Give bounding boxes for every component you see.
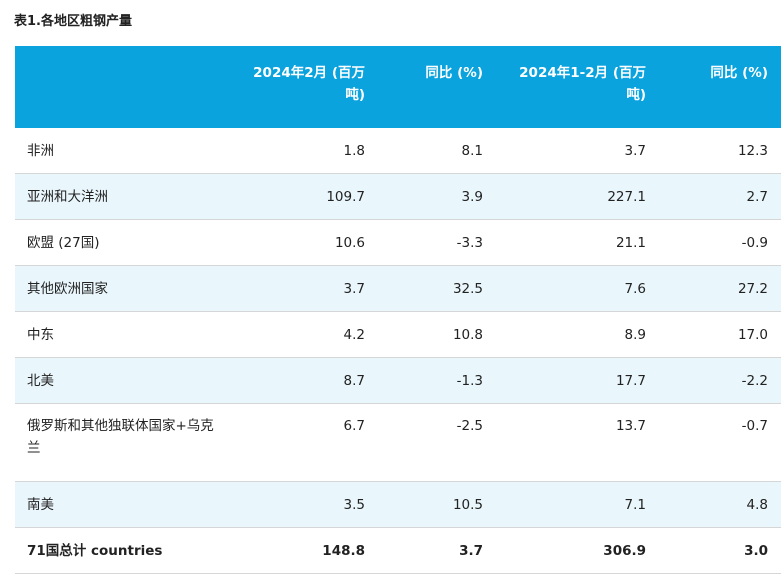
value-cell: 306.9 (497, 527, 660, 574)
region-cell: 欧盟 (27国) (15, 219, 231, 266)
value-cell: -3.3 (379, 219, 497, 266)
region-cell: 俄罗斯和其他独联体国家+乌克兰 (15, 403, 231, 482)
table-row: 北美 8.7 -1.3 17.7 -2.2 (15, 357, 781, 404)
value-cell: 8.7 (231, 357, 379, 404)
value-cell: 10.5 (379, 481, 497, 528)
value-cell: 3.9 (379, 173, 497, 220)
region-cell: 北美 (15, 357, 231, 404)
value-cell: -2.2 (660, 357, 781, 404)
value-cell: 8.1 (379, 128, 497, 174)
header-jan-feb-yoy: 同比 (%) (710, 65, 768, 81)
value-cell: 3.5 (231, 481, 379, 528)
table-row: 欧盟 (27国) 10.6 -3.3 21.1 -0.9 (15, 219, 781, 266)
table-header-row: 2024年2月 (百万吨) 同比 (%) 2024年1-2月 (百万吨) 同比 … (15, 46, 781, 128)
header-feb-yoy: 同比 (%) (425, 65, 483, 81)
region-cell: 中东 (15, 311, 231, 358)
table-row: 其他欧洲国家 3.7 32.5 7.6 27.2 (15, 265, 781, 312)
value-cell: 7.1 (497, 481, 660, 528)
value-cell: 32.5 (379, 265, 497, 312)
value-cell: 17.0 (660, 311, 781, 358)
value-cell: 6.7 (231, 403, 379, 482)
value-cell: 3.7 (379, 527, 497, 574)
header-jan-feb-2024: 2024年1-2月 (百万吨) (519, 65, 646, 103)
region-cell: 71国总计 countries (15, 527, 231, 574)
table-row: 俄罗斯和其他独联体国家+乌克兰 6.7 -2.5 13.7 -0.7 (15, 403, 781, 482)
value-cell: -0.9 (660, 219, 781, 266)
value-cell: 3.7 (231, 265, 379, 312)
value-cell: 4.8 (660, 481, 781, 528)
table-row: 非洲 1.8 8.1 3.7 12.3 (15, 128, 781, 174)
value-cell: 4.2 (231, 311, 379, 358)
region-cell: 南美 (15, 481, 231, 528)
value-cell: 7.6 (497, 265, 660, 312)
region-cell: 亚洲和大洋洲 (15, 173, 231, 220)
value-cell: 1.8 (231, 128, 379, 174)
total-row: 71国总计 countries 148.8 3.7 306.9 3.0 (15, 527, 781, 574)
steel-production-table: 2024年2月 (百万吨) 同比 (%) 2024年1-2月 (百万吨) 同比 … (15, 46, 781, 574)
value-cell: 21.1 (497, 219, 660, 266)
value-cell: 148.8 (231, 527, 379, 574)
value-cell: 17.7 (497, 357, 660, 404)
table-row: 中东 4.2 10.8 8.9 17.0 (15, 311, 781, 358)
value-cell: 2.7 (660, 173, 781, 220)
region-cell: 非洲 (15, 128, 231, 174)
header-region (15, 46, 231, 128)
value-cell: -2.5 (379, 403, 497, 482)
value-cell: 3.7 (497, 128, 660, 174)
region-cell: 其他欧洲国家 (15, 265, 231, 312)
table-caption: 表1.各地区粗钢产量 (14, 14, 132, 29)
value-cell: 12.3 (660, 128, 781, 174)
value-cell: 13.7 (497, 403, 660, 482)
value-cell: 10.8 (379, 311, 497, 358)
value-cell: 8.9 (497, 311, 660, 358)
value-cell: 109.7 (231, 173, 379, 220)
value-cell: 10.6 (231, 219, 379, 266)
header-feb-2024: 2024年2月 (百万吨) (253, 65, 365, 103)
value-cell: 227.1 (497, 173, 660, 220)
value-cell: -1.3 (379, 357, 497, 404)
value-cell: 3.0 (660, 527, 781, 574)
table-row: 南美 3.5 10.5 7.1 4.8 (15, 481, 781, 528)
value-cell: 27.2 (660, 265, 781, 312)
table-row: 亚洲和大洋洲 109.7 3.9 227.1 2.7 (15, 173, 781, 220)
value-cell: -0.7 (660, 403, 781, 482)
